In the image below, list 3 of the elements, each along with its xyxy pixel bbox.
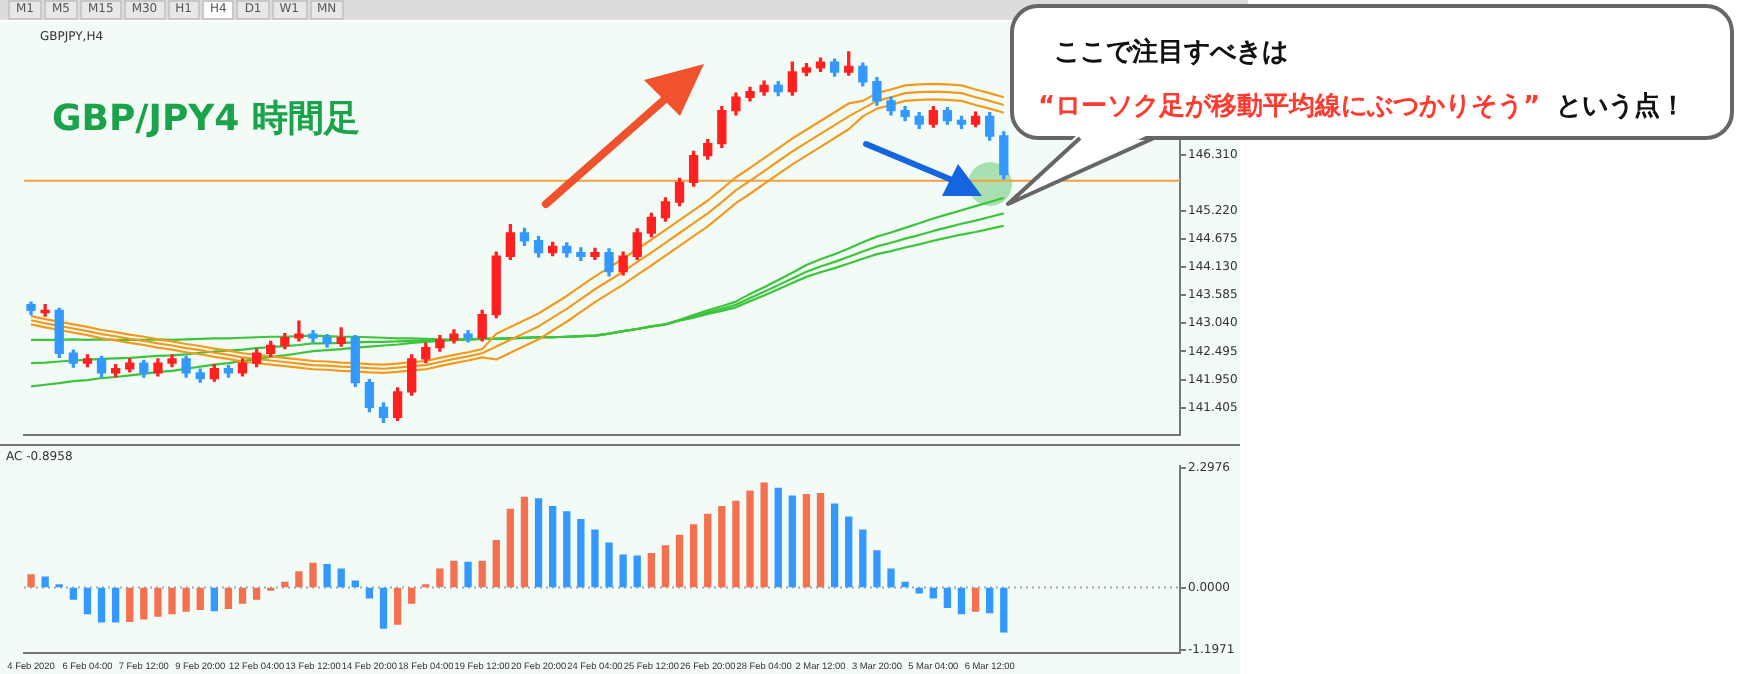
annotation: ここで注目すべきは (1054, 35, 1288, 70)
text: GBP/JPY4 時間足 (52, 96, 360, 142)
annotation: “ローソク足が移動平均線にぶつかりそう” (1038, 92, 1541, 122)
